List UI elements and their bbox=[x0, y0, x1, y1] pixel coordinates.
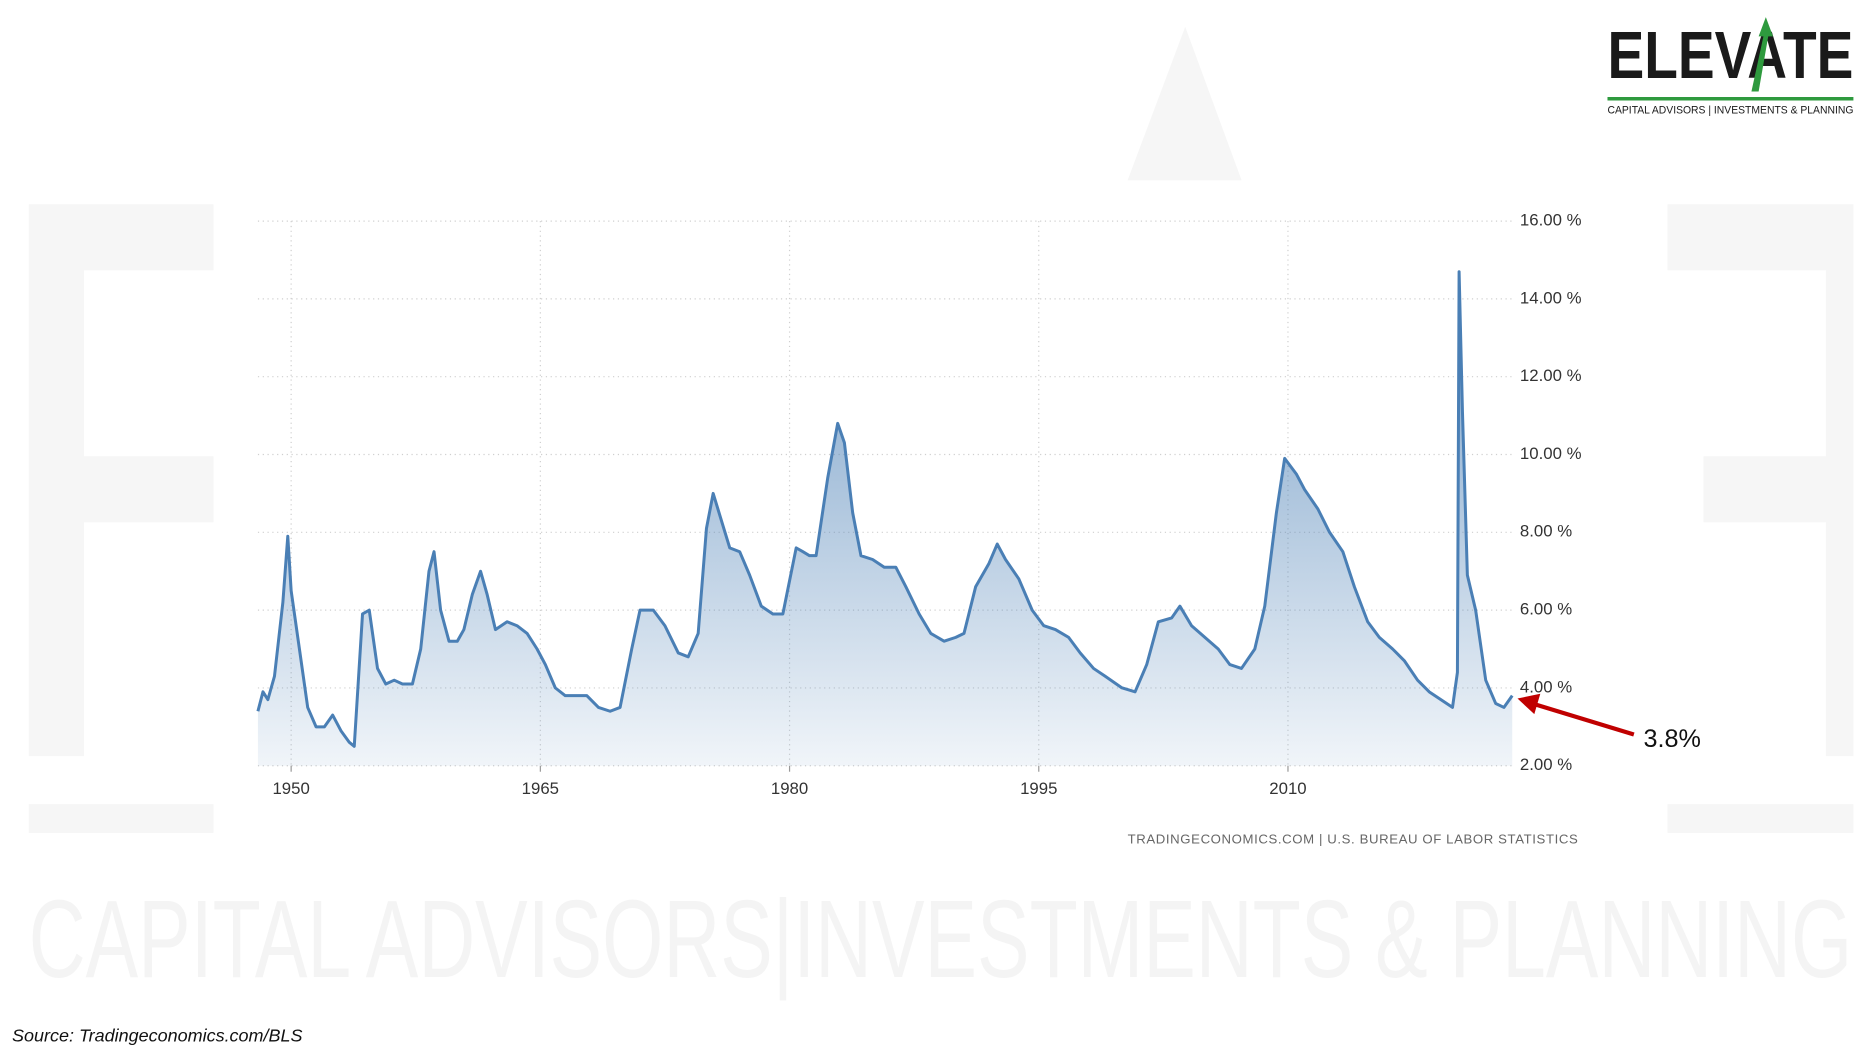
logo: ELEVATE CAPITAL ADVISORS | INVESTMENTS &… bbox=[1607, 17, 1853, 117]
x-tick-label: 1965 bbox=[522, 779, 559, 798]
x-tick-label: 1950 bbox=[272, 779, 309, 798]
logo-tagline: CAPITAL ADVISORS | INVESTMENTS & PLANNIN… bbox=[1607, 105, 1853, 117]
y-tick-label: 8.00 % bbox=[1520, 522, 1572, 541]
watermark-text: CAPITAL ADVISORS|INVESTMENTS & PLANNING bbox=[29, 878, 1852, 1001]
y-tick-label: 6.00 % bbox=[1520, 600, 1572, 619]
y-tick-label: 12.00 % bbox=[1520, 366, 1582, 385]
x-tick-label: 1980 bbox=[771, 779, 808, 798]
y-tick-label: 16.00 % bbox=[1520, 211, 1582, 230]
line bbox=[256, 270, 1514, 748]
logo-name: ELEVATE bbox=[1607, 18, 1853, 93]
area bbox=[257, 271, 1513, 766]
source: Source: Tradingeconomics.com/BLS bbox=[12, 1026, 303, 1046]
logo-arrow bbox=[1751, 17, 1774, 92]
y-tick-label: 10.00 % bbox=[1520, 444, 1582, 463]
annotation-arrow bbox=[1534, 702, 1635, 737]
y-tick-label: 4.00 % bbox=[1520, 677, 1572, 696]
y-tick-label: 14.00 % bbox=[1520, 288, 1582, 307]
x-tick-label: 2010 bbox=[1269, 779, 1306, 798]
plot: 2.00 % 4.00 % 6.00 % 8.00 % 10.00 % 12.00 % 14… bbox=[256, 211, 1582, 798]
x-tick-label: 1995 bbox=[1020, 779, 1057, 798]
annotation: 3.8% bbox=[1643, 725, 1700, 753]
y-tick-label: 2.00 % bbox=[1520, 755, 1572, 774]
annotation-arrowhead bbox=[1517, 693, 1541, 715]
watermark-shapes bbox=[28, 26, 1854, 833]
attribution: TRADINGECONOMICS.COM | U.S. BUREAU OF LA… bbox=[1128, 832, 1579, 847]
